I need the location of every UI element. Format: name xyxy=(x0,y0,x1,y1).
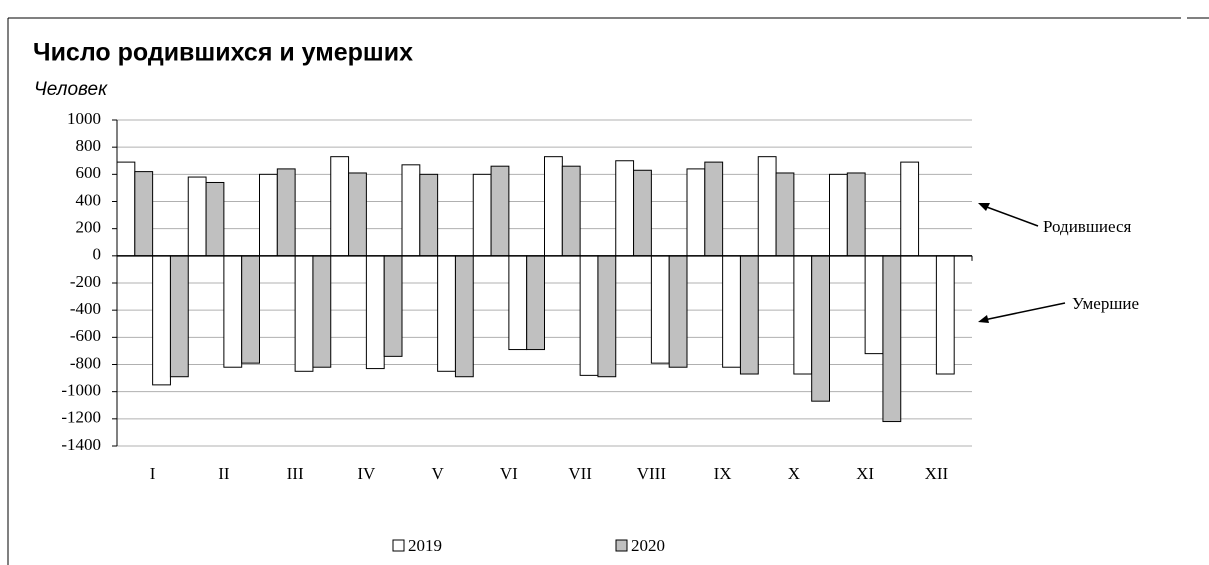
bar xyxy=(935,255,955,375)
y-tick-label: -400 xyxy=(70,299,101,318)
y-tick-label: -1000 xyxy=(61,381,101,400)
bar xyxy=(152,255,171,386)
bar xyxy=(454,255,474,378)
bar xyxy=(686,168,706,257)
x-tick-label: IV xyxy=(357,464,376,483)
bar xyxy=(633,169,652,257)
bar xyxy=(223,255,243,368)
bar xyxy=(259,173,278,257)
bar xyxy=(401,164,421,257)
bar xyxy=(383,255,403,357)
bar xyxy=(722,255,741,368)
x-tick-label: VI xyxy=(500,464,518,483)
bar xyxy=(472,173,492,257)
y-tick-label: -1400 xyxy=(61,435,101,454)
bar xyxy=(846,172,866,257)
y-tick-label: 200 xyxy=(76,218,102,237)
bar xyxy=(597,255,617,378)
y-tick-label: -600 xyxy=(70,326,101,345)
y-tick-label: -1200 xyxy=(61,408,101,427)
bar xyxy=(775,172,795,257)
annotation: Умершие xyxy=(1072,294,1139,313)
bar xyxy=(882,255,902,423)
bar xyxy=(544,156,563,257)
y-tick-label: 1000 xyxy=(67,109,101,128)
bar xyxy=(864,255,884,355)
bar xyxy=(829,173,848,257)
bar xyxy=(811,255,830,402)
chart-subtitle: Человек xyxy=(34,79,108,100)
bar xyxy=(312,255,332,368)
chart-title: Число родившихся и умерших xyxy=(33,39,413,67)
bar xyxy=(508,255,528,351)
bar xyxy=(330,156,350,257)
bar xyxy=(757,156,777,257)
bar xyxy=(615,160,635,257)
bar xyxy=(348,172,367,257)
bar xyxy=(668,255,688,368)
bar xyxy=(134,171,154,257)
bar xyxy=(900,161,920,257)
bar xyxy=(419,173,439,257)
bar xyxy=(739,255,759,375)
x-tick-label: XI xyxy=(856,464,874,483)
annotation: Родившиеся xyxy=(1043,217,1132,236)
x-tick-label: III xyxy=(287,464,304,483)
bar xyxy=(437,255,456,372)
y-tick-label: 0 xyxy=(93,245,102,264)
y-tick-label: 800 xyxy=(76,136,102,155)
legend-label: 2020 xyxy=(631,536,665,555)
y-tick-label: -200 xyxy=(70,272,101,291)
bar xyxy=(793,255,813,375)
y-tick-label: -800 xyxy=(70,353,101,372)
bar xyxy=(169,255,189,378)
x-tick-label: VII xyxy=(568,464,592,483)
y-tick-label: 600 xyxy=(76,163,102,182)
arrow xyxy=(983,205,1039,227)
bar xyxy=(187,176,207,257)
x-tick-label: V xyxy=(431,464,444,483)
legend-swatch xyxy=(392,539,405,552)
bar xyxy=(241,255,260,364)
bar xyxy=(294,255,314,372)
arrow-head xyxy=(978,203,990,211)
arrow-head xyxy=(978,315,989,323)
bar xyxy=(365,255,385,370)
bar xyxy=(116,161,136,257)
bar xyxy=(579,255,599,376)
bar xyxy=(704,161,724,257)
x-tick-label: II xyxy=(218,464,230,483)
x-tick-label: VIII xyxy=(637,464,667,483)
x-tick-label: X xyxy=(788,464,800,483)
bar xyxy=(276,168,296,257)
bar xyxy=(490,165,510,257)
x-tick-label: IX xyxy=(714,464,732,483)
legend-swatch xyxy=(615,539,628,552)
x-tick-label: XII xyxy=(925,464,949,483)
bar xyxy=(561,165,581,257)
arrow xyxy=(983,302,1066,321)
y-tick-label: 400 xyxy=(76,190,102,209)
legend-label: 2019 xyxy=(408,536,442,555)
x-tick-label: I xyxy=(150,464,156,483)
bar xyxy=(205,181,225,257)
bar xyxy=(526,255,545,351)
bar xyxy=(650,255,670,364)
